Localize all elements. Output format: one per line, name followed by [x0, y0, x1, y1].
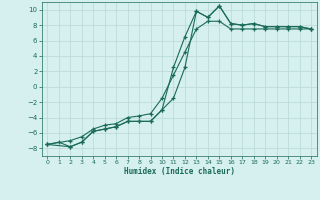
X-axis label: Humidex (Indice chaleur): Humidex (Indice chaleur)	[124, 167, 235, 176]
